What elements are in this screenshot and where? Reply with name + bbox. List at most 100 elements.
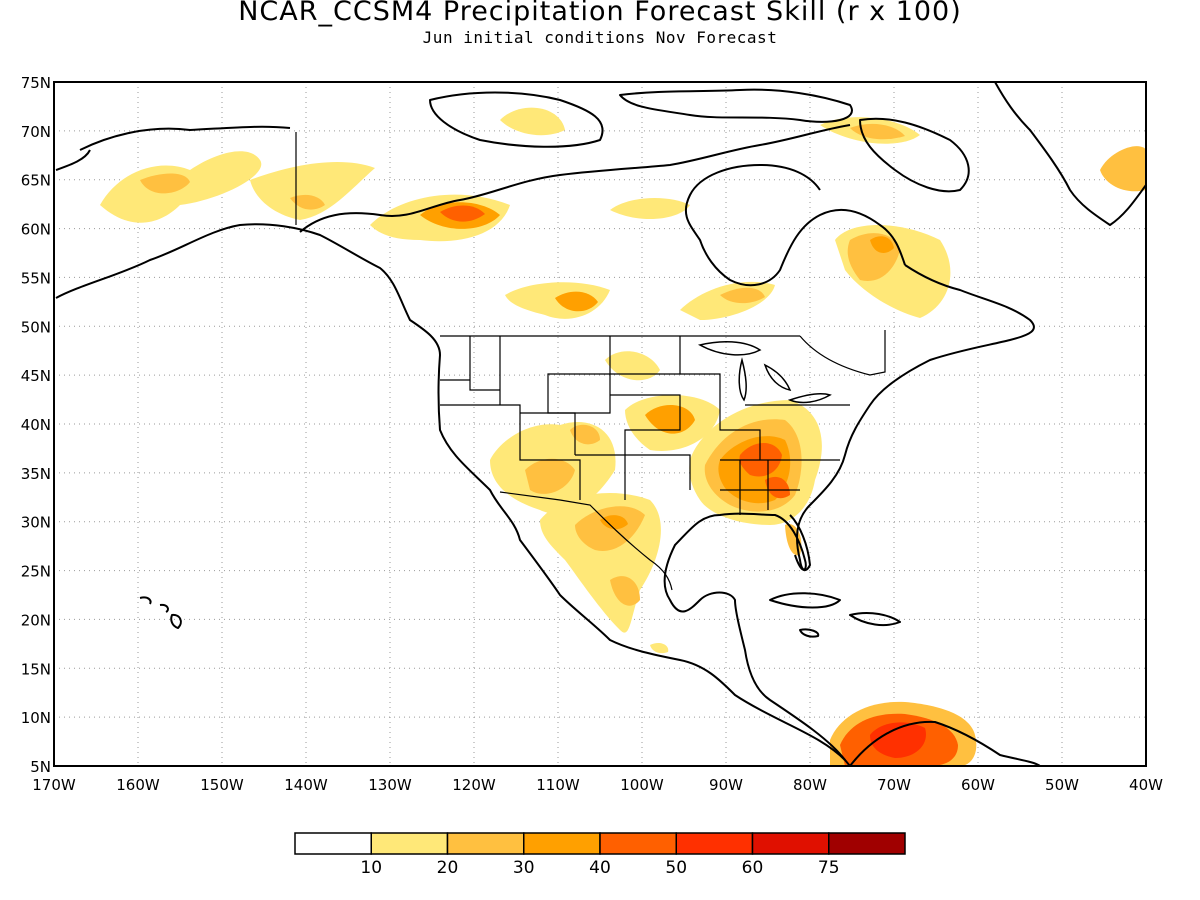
skill-area-yukon-core bbox=[290, 194, 325, 210]
skill-area-dakotas bbox=[605, 351, 660, 381]
state-line-northwest bbox=[469, 336, 500, 391]
colorbar-swatch bbox=[446, 832, 525, 855]
gulf-east-coastline bbox=[663, 264, 1035, 761]
lat-label: 65N bbox=[21, 172, 51, 190]
lat-label: 15N bbox=[21, 660, 51, 678]
lat-label: 55N bbox=[21, 269, 51, 287]
colorbar-swatch bbox=[828, 832, 906, 855]
state-midwest bbox=[680, 373, 761, 460]
colorbar-swatch bbox=[751, 832, 830, 855]
map-frame bbox=[53, 81, 1147, 767]
south-america-coastline bbox=[849, 720, 1041, 766]
lon-label: 90W bbox=[709, 776, 743, 794]
greenland-coast bbox=[994, 82, 1146, 226]
skill-area-colorado bbox=[570, 424, 600, 445]
great-lakes bbox=[697, 340, 832, 404]
colorbar-label: 10 bbox=[360, 858, 382, 878]
state-line-3 bbox=[520, 412, 576, 455]
longitude-labels: 170W 160W 150W 140W 130W 120W 110W 100W 90W 80W 70… bbox=[32, 776, 1163, 794]
skill-area-arctic-islands bbox=[500, 107, 565, 136]
colorbar-label: 30 bbox=[513, 858, 535, 878]
state-plains bbox=[610, 394, 681, 455]
lon-label: 70W bbox=[877, 776, 911, 794]
lat-label: 60N bbox=[21, 221, 51, 239]
florida-coast bbox=[789, 514, 811, 572]
hispaniola bbox=[849, 612, 901, 627]
colorbar-swatch bbox=[523, 832, 601, 855]
skill-area-nunavut bbox=[610, 198, 690, 220]
lon-label: 60W bbox=[961, 776, 995, 794]
west-coastline bbox=[55, 223, 851, 766]
political-boundaries bbox=[295, 132, 886, 591]
lat-label: 30N bbox=[21, 514, 51, 532]
lon-label: 170W bbox=[32, 776, 76, 794]
lat-label: 40N bbox=[21, 416, 51, 434]
state-line-southeast bbox=[739, 460, 769, 515]
lon-label: 160W bbox=[116, 776, 160, 794]
skill-area-ontario-core bbox=[720, 287, 765, 304]
lon-label: 40W bbox=[1129, 776, 1163, 794]
coastlines bbox=[55, 82, 1146, 766]
arctic-coastline bbox=[299, 124, 851, 233]
skill-area-oaxaca bbox=[650, 642, 669, 654]
lat-label: 75N bbox=[21, 74, 51, 92]
lat-label: 70N bbox=[21, 123, 51, 141]
skill-area-georgia-core bbox=[765, 476, 790, 499]
skill-area-venezuela-core bbox=[870, 722, 926, 758]
colorbar-swatch bbox=[294, 832, 372, 855]
skill-area-yukon bbox=[250, 161, 375, 220]
state-wyoming bbox=[547, 373, 611, 414]
arctic-island-1 bbox=[429, 91, 604, 148]
arctic-island-2 bbox=[619, 88, 853, 123]
baffin-island bbox=[859, 117, 970, 193]
skill-area-alaska-core bbox=[140, 173, 190, 194]
lon-label: 50W bbox=[1045, 776, 1079, 794]
lon-label: 130W bbox=[368, 776, 412, 794]
lon-label: 110W bbox=[536, 776, 580, 794]
skill-area-prairies-core bbox=[555, 291, 598, 312]
lake-huron bbox=[763, 363, 792, 392]
us-canada-border-east bbox=[799, 330, 886, 376]
skill-area-plains-core bbox=[645, 404, 695, 434]
latitude-labels: 75N 70N 65N 60N 55N 50N 45N 40N 35N 30N 25N 20N 15N 1… bbox=[21, 74, 51, 776]
hudson-bay-coastline bbox=[684, 164, 906, 287]
skill-area-nw-canada-core bbox=[440, 205, 485, 222]
colorbar-swatch bbox=[675, 832, 754, 855]
lon-label: 150W bbox=[200, 776, 244, 794]
skill-area-southwest-mid bbox=[525, 458, 575, 494]
skill-area-texas-core bbox=[600, 515, 628, 530]
skill-area-greenland bbox=[1100, 146, 1146, 192]
map-subtitle: Jun initial conditions Nov Forecast bbox=[422, 28, 778, 47]
skill-shading bbox=[100, 107, 1146, 766]
lat-label: 35N bbox=[21, 465, 51, 483]
skill-area-texas-mid bbox=[575, 506, 645, 551]
lon-label: 120W bbox=[452, 776, 496, 794]
skill-area-quebec-core bbox=[870, 236, 894, 253]
colorbar-swatch bbox=[370, 832, 449, 855]
lat-label: 20N bbox=[21, 611, 51, 629]
lon-label: 140W bbox=[284, 776, 328, 794]
colorbar-label: 75 bbox=[818, 858, 840, 878]
colorbar-label: 40 bbox=[589, 858, 611, 878]
cuba bbox=[769, 592, 841, 609]
lon-label: 100W bbox=[620, 776, 664, 794]
map-title: NCAR_CCSM4 Precipitation Forecast Skill … bbox=[238, 0, 962, 27]
lat-label: 25N bbox=[21, 563, 51, 581]
lat-label: 10N bbox=[21, 709, 51, 727]
lon-label: 80W bbox=[793, 776, 827, 794]
state-oklahoma bbox=[625, 454, 691, 490]
lat-label: 5N bbox=[30, 758, 51, 776]
us-mexico-border bbox=[499, 491, 673, 591]
hawaii-2 bbox=[159, 603, 169, 613]
colorbar-label: 20 bbox=[437, 858, 459, 878]
lat-label: 45N bbox=[21, 367, 51, 385]
colorbar-label: 50 bbox=[665, 858, 687, 878]
hawaii-3 bbox=[170, 613, 182, 629]
skill-area-mexico-core bbox=[610, 576, 640, 606]
colorbar-label: 60 bbox=[742, 858, 764, 878]
jamaica bbox=[799, 628, 820, 638]
state-line-1 bbox=[440, 404, 581, 500]
colorbar-swatch bbox=[599, 832, 677, 855]
alaska-north-coast bbox=[79, 125, 291, 151]
